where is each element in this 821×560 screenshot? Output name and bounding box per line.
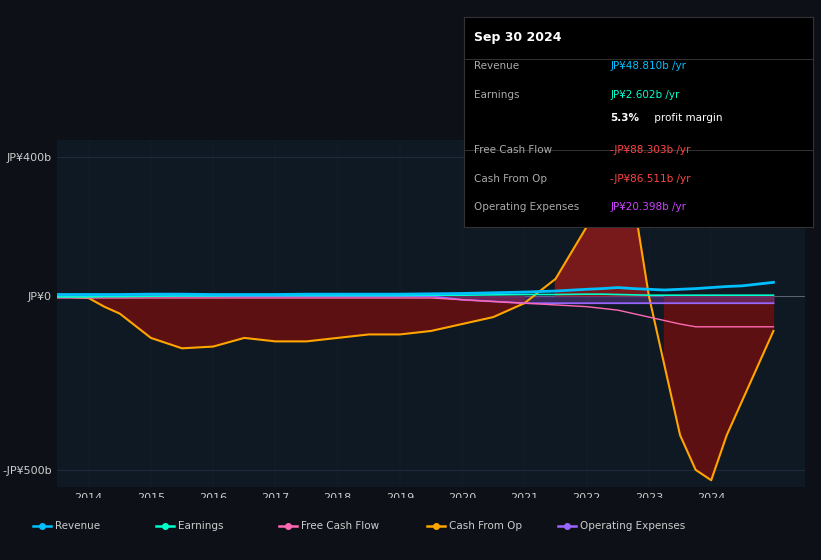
Text: Operating Expenses: Operating Expenses xyxy=(580,521,686,531)
Text: Cash From Op: Cash From Op xyxy=(449,521,522,531)
Text: Earnings: Earnings xyxy=(178,521,223,531)
Text: Operating Expenses: Operating Expenses xyxy=(475,202,580,212)
Text: Earnings: Earnings xyxy=(475,90,520,100)
Text: Cash From Op: Cash From Op xyxy=(475,174,548,184)
Text: JP¥20.398b /yr: JP¥20.398b /yr xyxy=(610,202,686,212)
Text: Revenue: Revenue xyxy=(475,61,520,71)
Text: -JP¥86.511b /yr: -JP¥86.511b /yr xyxy=(610,174,691,184)
Text: JP¥2.602b /yr: JP¥2.602b /yr xyxy=(610,90,680,100)
Text: Free Cash Flow: Free Cash Flow xyxy=(301,521,379,531)
Text: -JP¥88.303b /yr: -JP¥88.303b /yr xyxy=(610,145,690,155)
Text: Sep 30 2024: Sep 30 2024 xyxy=(475,31,562,44)
Text: Free Cash Flow: Free Cash Flow xyxy=(475,145,553,155)
Text: 5.3%: 5.3% xyxy=(610,114,640,123)
Text: JP¥48.810b /yr: JP¥48.810b /yr xyxy=(610,61,686,71)
Text: profit margin: profit margin xyxy=(650,114,722,123)
Text: Revenue: Revenue xyxy=(55,521,100,531)
